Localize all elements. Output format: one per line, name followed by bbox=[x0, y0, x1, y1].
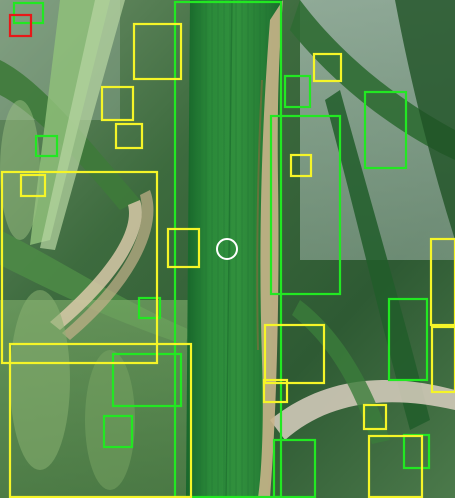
bbox-green bbox=[363, 90, 408, 170]
bbox-yellow bbox=[100, 85, 135, 122]
bbox-yellow bbox=[312, 52, 343, 83]
bbox-yellow bbox=[289, 153, 313, 178]
bbox-yellow bbox=[362, 403, 388, 431]
bbox-green bbox=[173, 0, 283, 498]
bbox-yellow bbox=[8, 342, 193, 498]
bbox-yellow bbox=[114, 122, 144, 150]
bbox-yellow bbox=[367, 434, 424, 498]
bbox-yellow bbox=[0, 170, 159, 365]
cursor-circle bbox=[216, 238, 238, 260]
bbox-green bbox=[102, 414, 134, 449]
bbox-green bbox=[34, 134, 59, 158]
bbox-green bbox=[283, 74, 312, 109]
bbox-yellow bbox=[132, 22, 183, 81]
bbox-yellow bbox=[430, 325, 455, 394]
bbox-yellow bbox=[429, 237, 455, 327]
bbox-green bbox=[269, 114, 342, 296]
bbox-yellow bbox=[19, 173, 47, 198]
bbox-green bbox=[387, 297, 429, 382]
bbox-green bbox=[137, 296, 162, 320]
bbox-yellow bbox=[166, 227, 201, 269]
bbox-green bbox=[272, 438, 317, 498]
main-leaf bbox=[186, 0, 283, 498]
bbox-green bbox=[12, 1, 45, 25]
bbox-yellow bbox=[263, 323, 326, 385]
bbox-green bbox=[111, 352, 183, 408]
bbox-yellow bbox=[262, 378, 289, 404]
bbox-red bbox=[8, 13, 33, 38]
